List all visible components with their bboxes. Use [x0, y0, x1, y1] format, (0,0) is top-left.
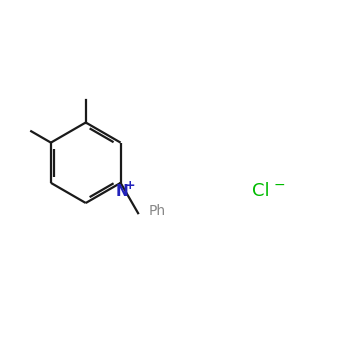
Text: +: +: [125, 179, 135, 192]
Text: Cl: Cl: [252, 182, 270, 200]
Text: N: N: [116, 184, 129, 199]
Text: Ph: Ph: [149, 204, 166, 218]
Text: −: −: [273, 177, 285, 191]
